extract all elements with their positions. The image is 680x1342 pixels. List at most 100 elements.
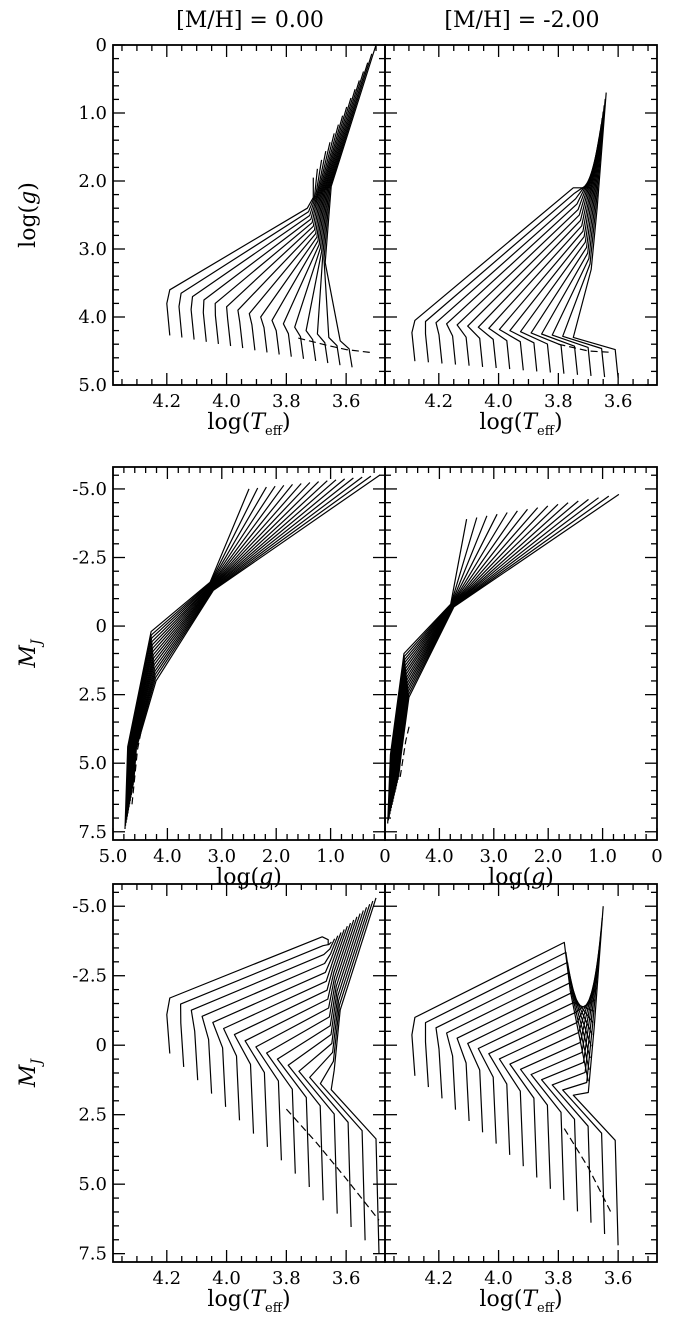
panel-grid: 4.2 4.0 3.8 3.6 0 1.0 2.0 3.0 4.0 5.0 log(Teff) log…: [16, 35, 663, 1316]
track-line: [180, 941, 332, 1067]
track-line: [388, 515, 488, 818]
x-tick-label: 4.0: [425, 846, 454, 867]
y-tick-label: 4.0: [78, 307, 107, 328]
track-line: [395, 500, 579, 790]
track-line: [390, 512, 508, 812]
track-line: [398, 493, 620, 777]
x-tick-label: 2.0: [534, 846, 563, 867]
track-line: [233, 926, 348, 1134]
panel-frame: [384, 883, 658, 1263]
x-tick-label: 4.2: [424, 1268, 453, 1289]
y-tick-label: 2.5: [78, 685, 107, 706]
panel-r1-c1: 4.2 4.0 3.8 3.6 0 1.0 2.0 3.0 4.0 5.0 log(Teff) log…: [16, 35, 386, 439]
track-line: [124, 487, 259, 826]
x-tick-label: 3.0: [479, 846, 508, 867]
y-tick-label: 0: [96, 1035, 107, 1056]
x-tick-label: 3.8: [272, 391, 301, 412]
track-line: [389, 513, 498, 815]
track-line: [387, 518, 468, 824]
track-line: [287, 910, 364, 1201]
track-line: [456, 981, 593, 1122]
track-line: [424, 951, 590, 1088]
y-tick-label: 1.0: [78, 103, 107, 124]
track-group: [166, 897, 380, 1254]
x-axis-label: log(Teff): [207, 1287, 290, 1316]
y-tick-label: 2.0: [78, 171, 107, 192]
x-tick-label: 1.0: [316, 846, 345, 867]
track-line: [255, 919, 355, 1161]
x-tick-label: 3.6: [604, 1268, 633, 1289]
track-line: [446, 168, 595, 365]
x-tick-label: 3.0: [207, 846, 236, 867]
track-line: [498, 136, 600, 371]
track-line: [248, 115, 344, 351]
track-line: [190, 159, 323, 340]
track-line: [294, 80, 360, 359]
x-tick-label: 1.0: [588, 846, 617, 867]
track-line: [477, 1001, 595, 1144]
x-tick-label: 3.6: [332, 391, 361, 412]
panel-r1-c2: 4.2 4.0 3.8 3.6 log(Teff): [384, 44, 658, 439]
track-line: [435, 174, 594, 364]
y-tick-label: 0: [96, 616, 107, 637]
track-line: [305, 71, 365, 361]
x-tick-label: 0: [379, 846, 390, 867]
track-group: [166, 45, 377, 368]
y-tick-label: 0: [96, 35, 107, 56]
track-line: [214, 142, 331, 344]
track-line: [178, 168, 318, 338]
track-line: [477, 149, 598, 369]
x-tick-label: 4.2: [152, 1268, 181, 1289]
y-tick-label: -2.5: [72, 966, 107, 987]
track-line: [226, 133, 335, 347]
track-line: [237, 124, 339, 349]
track-line: [498, 987, 597, 1167]
track-line: [190, 938, 336, 1081]
track-line: [411, 941, 589, 1082]
track-line: [530, 952, 600, 1201]
track-line: [509, 976, 598, 1178]
y-tick-label: 2.5: [78, 1105, 107, 1126]
track-line: [394, 502, 569, 793]
track-line: [572, 92, 619, 379]
track-line: [435, 961, 591, 1099]
x-tick-label: 4.0: [484, 1268, 513, 1289]
dashed-track-line: [563, 1128, 613, 1216]
column-title-right: [M/H] = -2.00: [444, 8, 599, 33]
x-tick-label: 4.2: [424, 391, 453, 412]
panel-r3-c2: 4.2 4.0 3.8 3.6 log(Teff): [384, 883, 658, 1316]
track-line: [202, 150, 327, 342]
track-line: [390, 510, 518, 809]
y-tick-label: -5.0: [72, 896, 107, 917]
y-axis-label: MJ: [16, 638, 45, 669]
track-line: [572, 906, 619, 1246]
y-tick-label: 5.0: [78, 1174, 107, 1195]
track-line: [395, 498, 589, 787]
dashed-track-line: [285, 1108, 380, 1221]
x-tick-label: 4.0: [212, 1268, 241, 1289]
track-line: [488, 999, 596, 1155]
track-line: [411, 187, 592, 362]
y-axis-label: MJ: [16, 1058, 45, 1089]
track-line: [223, 929, 345, 1121]
x-tick-label: 0: [651, 846, 662, 867]
column-title-left: [M/H] = 0.00: [176, 8, 324, 33]
track-line: [323, 53, 373, 366]
track-line: [387, 517, 478, 821]
track-line: [212, 932, 342, 1107]
track-line: [467, 155, 597, 367]
y-tick-label: 7.5: [78, 822, 107, 843]
y-tick-label: 7.5: [78, 1244, 107, 1265]
y-tick-label: -5.0: [72, 479, 107, 500]
track-line: [488, 143, 599, 370]
x-tick-label: 5.0: [99, 846, 128, 867]
track-line: [260, 106, 348, 353]
x-axis-label: log(Teff): [479, 410, 562, 439]
track-line: [519, 964, 599, 1189]
panel-frame: [112, 44, 386, 386]
track-line: [266, 916, 358, 1174]
y-tick-label: 5.0: [78, 753, 107, 774]
dashed-track-line: [131, 721, 144, 805]
track-group: [124, 474, 380, 830]
